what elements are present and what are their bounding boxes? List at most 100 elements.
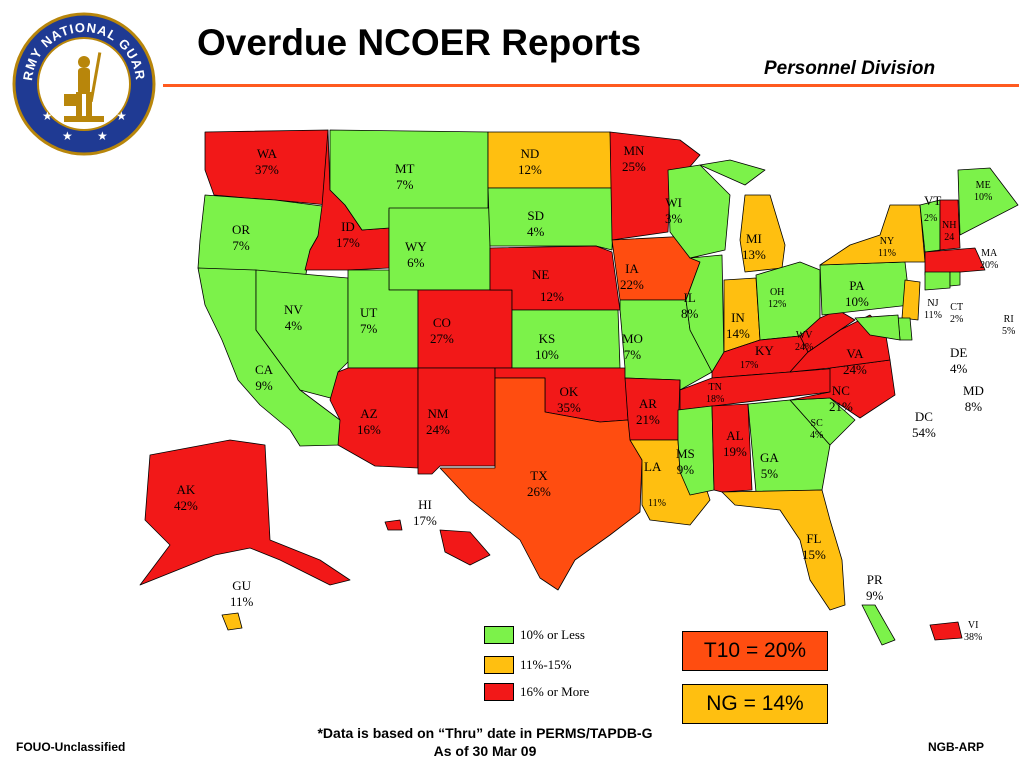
label-tn: TN 18% xyxy=(706,382,725,405)
label-pa: PA 10% xyxy=(845,278,869,309)
territory-gu xyxy=(221,612,243,631)
label-ms: MS 9% xyxy=(676,446,695,477)
svg-text:★: ★ xyxy=(62,129,73,143)
label-ne-value: 12% xyxy=(540,289,564,304)
label-la: LA xyxy=(644,459,662,474)
division-label: Personnel Division xyxy=(764,58,936,79)
label-az: AZ 16% xyxy=(357,406,381,437)
state-nj xyxy=(901,279,921,321)
label-hi: HI 17% xyxy=(413,497,437,528)
label-va: VA 24% xyxy=(843,346,867,377)
label-nv: NV 4% xyxy=(284,302,303,333)
state-mi-upper xyxy=(699,159,766,186)
state-or xyxy=(197,194,323,281)
state-wv xyxy=(799,309,856,353)
state-ga xyxy=(747,399,831,493)
label-mo: MO 7% xyxy=(622,331,643,362)
ng-total: NG = 14% xyxy=(682,684,828,724)
state-ma xyxy=(924,247,986,276)
legend-swatch-mid xyxy=(484,656,514,674)
label-ne: NE xyxy=(532,267,550,282)
label-in: IN 14% xyxy=(726,310,750,341)
state-nh xyxy=(939,199,961,251)
label-tx: TX 26% xyxy=(527,468,551,499)
label-ri: RI 5% xyxy=(1002,314,1016,337)
label-vi: VI 38% xyxy=(964,620,983,643)
state-md xyxy=(854,314,901,341)
legend-swatch-low xyxy=(484,626,514,644)
state-ak xyxy=(139,439,351,586)
label-ct: CT 2% xyxy=(950,302,964,325)
label-ak: AK 42% xyxy=(174,482,198,513)
legend-label-low: 10% or Less xyxy=(520,627,585,642)
label-wa: WA 37% xyxy=(255,146,279,177)
label-ny: NY 11% xyxy=(878,236,896,259)
header-rule xyxy=(163,84,1019,87)
label-mt: MT 7% xyxy=(395,161,415,192)
data-note: *Data is based on “Thru” date in PERMS/T… xyxy=(280,724,690,760)
label-fl: FL 15% xyxy=(802,531,826,562)
label-nc: NC 21% xyxy=(829,383,853,414)
label-wy: WY 6% xyxy=(405,239,427,270)
label-la-value: 11% xyxy=(648,498,666,509)
label-sc: SC 4% xyxy=(810,418,824,441)
label-ok: OK 35% xyxy=(557,384,581,415)
page-title: Overdue NCOER Reports xyxy=(197,22,642,63)
state-ri xyxy=(949,271,961,287)
label-ma: MA 20% xyxy=(980,248,999,271)
label-dc: DC 54% xyxy=(912,409,936,440)
label-oh: OH 12% xyxy=(768,287,787,310)
label-ca: CA 9% xyxy=(255,362,274,393)
state-ct xyxy=(924,271,951,291)
label-or: OR 7% xyxy=(232,222,251,253)
state-hi xyxy=(439,529,491,566)
label-ar: AR 21% xyxy=(636,396,660,427)
classification-label: FOUO-Unclassified xyxy=(16,740,126,754)
state-sd xyxy=(487,187,615,251)
data-note-line1: *Data is based on “Thru” date in PERMS/T… xyxy=(317,725,653,741)
label-vt: VT xyxy=(924,193,942,208)
legend-label-mid: 11%-15% xyxy=(520,657,572,672)
state-al xyxy=(711,403,753,493)
state-fl xyxy=(721,489,846,611)
label-ks: KS 10% xyxy=(535,331,559,362)
territory-vi xyxy=(929,621,963,641)
state-nc xyxy=(789,359,896,419)
label-ky-value: 17% xyxy=(740,360,759,371)
state-il xyxy=(685,254,725,373)
legend-swatch-high xyxy=(484,683,514,701)
state-ny xyxy=(819,204,926,266)
label-ga: GA 5% xyxy=(760,450,779,481)
office-label: NGB-ARP xyxy=(928,740,984,754)
t10-total: T10 = 20% xyxy=(682,631,828,671)
label-nd: ND 12% xyxy=(518,146,542,177)
label-id: ID 17% xyxy=(336,219,360,250)
svg-text:★: ★ xyxy=(116,109,127,123)
label-sd: SD 4% xyxy=(527,208,545,239)
label-al: AL 19% xyxy=(723,428,747,459)
svg-text:★: ★ xyxy=(97,129,108,143)
label-pr: PR 9% xyxy=(866,572,884,603)
legend-label-high: 16% or More xyxy=(520,684,590,699)
label-ut: UT 7% xyxy=(360,305,378,336)
label-nh: NH 24 xyxy=(942,220,957,243)
label-de: DE 4% xyxy=(950,345,968,376)
label-ia: IA 22% xyxy=(620,261,644,292)
state-tx xyxy=(439,377,643,591)
label-ky: KY xyxy=(755,343,774,358)
label-wi: WI 3% xyxy=(665,195,683,226)
label-il: IL 8% xyxy=(681,290,699,321)
label-gu: GU 11% xyxy=(230,578,254,609)
state-ks xyxy=(511,309,621,369)
state-me xyxy=(957,167,1019,236)
label-me: ME 10% xyxy=(974,180,993,203)
label-md: MD 8% xyxy=(963,383,984,414)
label-nj: NJ 11% xyxy=(924,298,942,321)
svg-text:★: ★ xyxy=(42,109,53,123)
territory-pr xyxy=(861,604,896,646)
state-nd xyxy=(487,131,615,189)
label-mi: MI 13% xyxy=(742,231,766,262)
label-co: CO 27% xyxy=(430,315,454,346)
data-note-line2: As of 30 Mar 09 xyxy=(433,743,537,759)
